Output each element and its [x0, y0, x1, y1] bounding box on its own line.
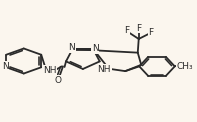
Text: N: N: [68, 43, 75, 52]
Text: N: N: [92, 44, 98, 53]
Text: F: F: [125, 26, 130, 35]
Text: O: O: [54, 76, 61, 85]
Text: CH₃: CH₃: [177, 62, 193, 71]
Text: NH: NH: [97, 65, 111, 74]
Text: NH: NH: [43, 66, 56, 75]
Text: N: N: [2, 62, 9, 71]
Text: F: F: [136, 24, 141, 33]
Text: F: F: [148, 28, 153, 37]
